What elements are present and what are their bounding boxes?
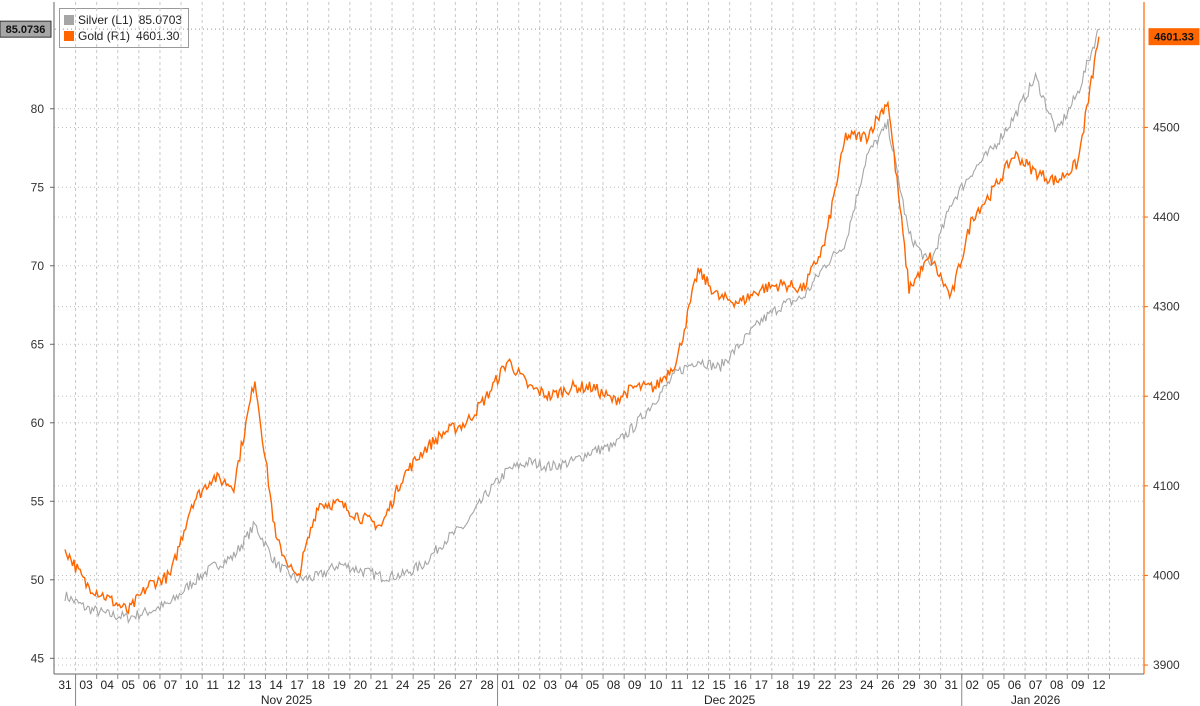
left-tick-label: 60: [31, 416, 45, 430]
right-badge-label: 4601.33: [1154, 32, 1194, 44]
right-tick-label: 4300: [1153, 300, 1180, 314]
x-tick-label: 24: [396, 678, 410, 692]
x-tick-label: 08: [607, 678, 621, 692]
x-tick-label: 14: [269, 678, 283, 692]
x-tick-label: 09: [1071, 678, 1085, 692]
silver-swatch-icon: [64, 15, 74, 25]
grid: [54, 2, 1144, 674]
x-tick-label: 10: [185, 678, 199, 692]
x-tick-label: 18: [776, 678, 790, 692]
x-tick-label: 08: [1050, 678, 1064, 692]
value-badges: 85.0736 4601.33: [0, 20, 1200, 46]
x-tick-label: 19: [333, 678, 347, 692]
right-tick-label: 4200: [1153, 389, 1180, 403]
legend-silver-name: Silver (L1): [78, 13, 133, 27]
x-tick-label: 17: [290, 678, 304, 692]
x-tick-label: 05: [122, 678, 136, 692]
x-tick-label: 20: [354, 678, 368, 692]
x-tick-label: 29: [902, 678, 916, 692]
x-tick-label: 01: [501, 678, 515, 692]
x-month-label: Jan 2026: [1011, 693, 1061, 706]
x-tick-label: 12: [227, 678, 241, 692]
x-tick-label: 03: [544, 678, 558, 692]
x-tick-label: 13: [248, 678, 262, 692]
right-tick-label: 4000: [1153, 568, 1180, 582]
left-axis: 45 50 55 60 65 70 75 80: [31, 2, 55, 674]
gold-swatch-icon: [64, 31, 74, 41]
left-tick-label: 80: [31, 102, 45, 116]
left-tick-label: 70: [31, 259, 45, 273]
x-tick-label: 30: [923, 678, 937, 692]
x-tick-label: 24: [860, 678, 874, 692]
x-tick-label: 31: [58, 678, 72, 692]
x-month-label: Nov 2025: [261, 693, 313, 706]
x-tick-label: 28: [480, 678, 494, 692]
x-tick-label: 07: [164, 678, 178, 692]
x-tick-label: 12: [691, 678, 705, 692]
x-tick-label: 02: [523, 678, 537, 692]
x-tick-label: 25: [417, 678, 431, 692]
series: [64, 28, 1100, 624]
left-tick-label: 50: [31, 573, 45, 587]
x-tick-label: 15: [712, 678, 726, 692]
left-tick-label: 55: [31, 494, 45, 508]
legend-item-silver[interactable]: Silver (L1) 85.0703: [64, 12, 182, 28]
right-tick-label: 3900: [1153, 658, 1180, 672]
right-tick-label: 4100: [1153, 479, 1180, 493]
x-tick-label: 17: [755, 678, 769, 692]
x-tick-label: 16: [734, 678, 748, 692]
legend-gold-value: 4601.30: [136, 29, 180, 43]
x-tick-label: 26: [881, 678, 895, 692]
x-tick-label: 06: [143, 678, 157, 692]
x-tick-label: 12: [1092, 678, 1106, 692]
right-tick-label: 4400: [1153, 210, 1180, 224]
x-tick-label: 05: [987, 678, 1001, 692]
series-line-silver: [64, 28, 1100, 624]
legend: Silver (L1) 85.0703 Gold (R1) 4601.30: [59, 8, 190, 48]
series-line-gold: [64, 36, 1100, 615]
left-tick-label: 75: [31, 180, 45, 194]
x-tick-label: 19: [797, 678, 811, 692]
x-tick-label: 26: [438, 678, 452, 692]
right-value-badge: 4601.33: [1148, 28, 1200, 46]
left-tick-label: 45: [31, 651, 45, 665]
x-tick-label: 06: [1008, 678, 1022, 692]
x-tick-label: 10: [649, 678, 663, 692]
x-tick-label: 02: [966, 678, 980, 692]
right-axis: 3900 4000 4100 4200 4300 4400 4500: [1143, 2, 1180, 674]
x-tick-label: 09: [628, 678, 642, 692]
x-tick-label: 03: [79, 678, 93, 692]
x-tick-label: 04: [565, 678, 579, 692]
x-tick-label: 22: [818, 678, 832, 692]
x-tick-label: 23: [839, 678, 853, 692]
x-tick-label: 11: [206, 678, 219, 692]
left-tick-label: 65: [31, 337, 45, 351]
left-badge-label: 85.0736: [6, 24, 46, 36]
x-tick-label: 11: [671, 678, 684, 692]
x-axis: 31 03 04 05 06 07 10 11 12 13 14 17 18 19 20 21 24 25 26 27…: [54, 673, 1144, 706]
x-tick-label: 07: [1029, 678, 1043, 692]
left-value-badge: 85.0736: [0, 20, 52, 38]
x-tick-label: 04: [101, 678, 115, 692]
x-month-label: Dec 2025: [704, 693, 756, 706]
right-badge-box: [1148, 28, 1200, 46]
x-tick-label: 05: [586, 678, 600, 692]
x-tick-label: 21: [375, 678, 389, 692]
x-tick-label: 18: [312, 678, 326, 692]
legend-item-gold[interactable]: Gold (R1) 4601.30: [64, 28, 182, 44]
right-tick-label: 4500: [1153, 120, 1180, 134]
x-tick-label: 27: [459, 678, 473, 692]
x-tick-label: 31: [945, 678, 959, 692]
